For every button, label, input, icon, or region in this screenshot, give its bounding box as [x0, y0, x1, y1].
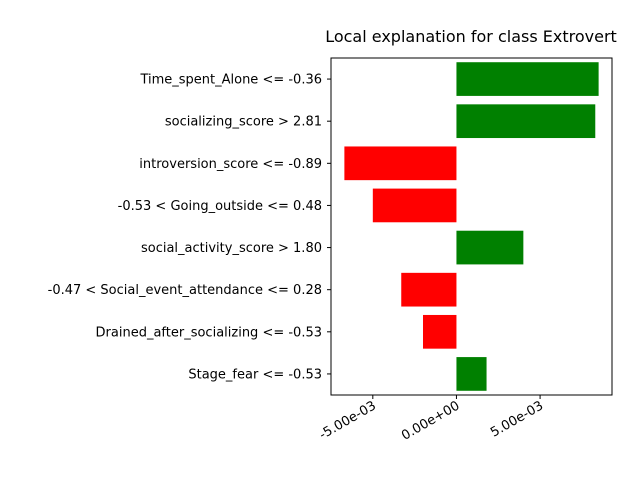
y-tick-label: Time_spent_Alone <= -0.36	[139, 73, 322, 88]
y-tick-label: Drained_after_socializing <= -0.53	[96, 325, 322, 340]
y-tick-label: Stage_fear <= -0.53	[188, 367, 322, 382]
bar-stage-fear-0-53	[456, 357, 487, 391]
bar-time-spent-alone-0-36	[456, 62, 599, 96]
bar-socializing-score-2-81	[456, 104, 596, 139]
bar-drained-after-socializing-0-53	[422, 314, 457, 349]
plot-frame	[330, 57, 613, 396]
x-tick-label: 5.00e-03	[488, 398, 546, 440]
bar-introversion-score-0-89	[344, 146, 457, 181]
y-tick-label: introversion_score <= -0.89	[139, 157, 322, 172]
bar-0-53-going-outside-0-48	[372, 188, 457, 223]
chart-title: Local explanation for class Extrovert	[325, 27, 617, 46]
y-tick-label: -0.47 < Social_event_attendance <= 0.28	[48, 283, 322, 298]
bar-social-activity-score-1-80	[456, 230, 524, 265]
x-axis: -5.00e-03 0.00e+00 5.00e-03	[317, 395, 546, 444]
x-tick-label: 0.00e+00	[399, 398, 462, 443]
y-tick-label: socializing_score > 2.81	[165, 115, 322, 130]
y-tick-label: -0.53 < Going_outside <= 0.48	[118, 199, 322, 214]
x-tick-label: -5.00e-03	[317, 398, 379, 442]
bar-0-47-social-event-attendance-0-28	[401, 272, 457, 307]
bars-group	[344, 62, 599, 391]
y-axis: Time_spent_Alone <= -0.36 socializing_sco…	[48, 73, 331, 382]
y-tick-label: social_activity_score > 1.80	[141, 241, 322, 256]
